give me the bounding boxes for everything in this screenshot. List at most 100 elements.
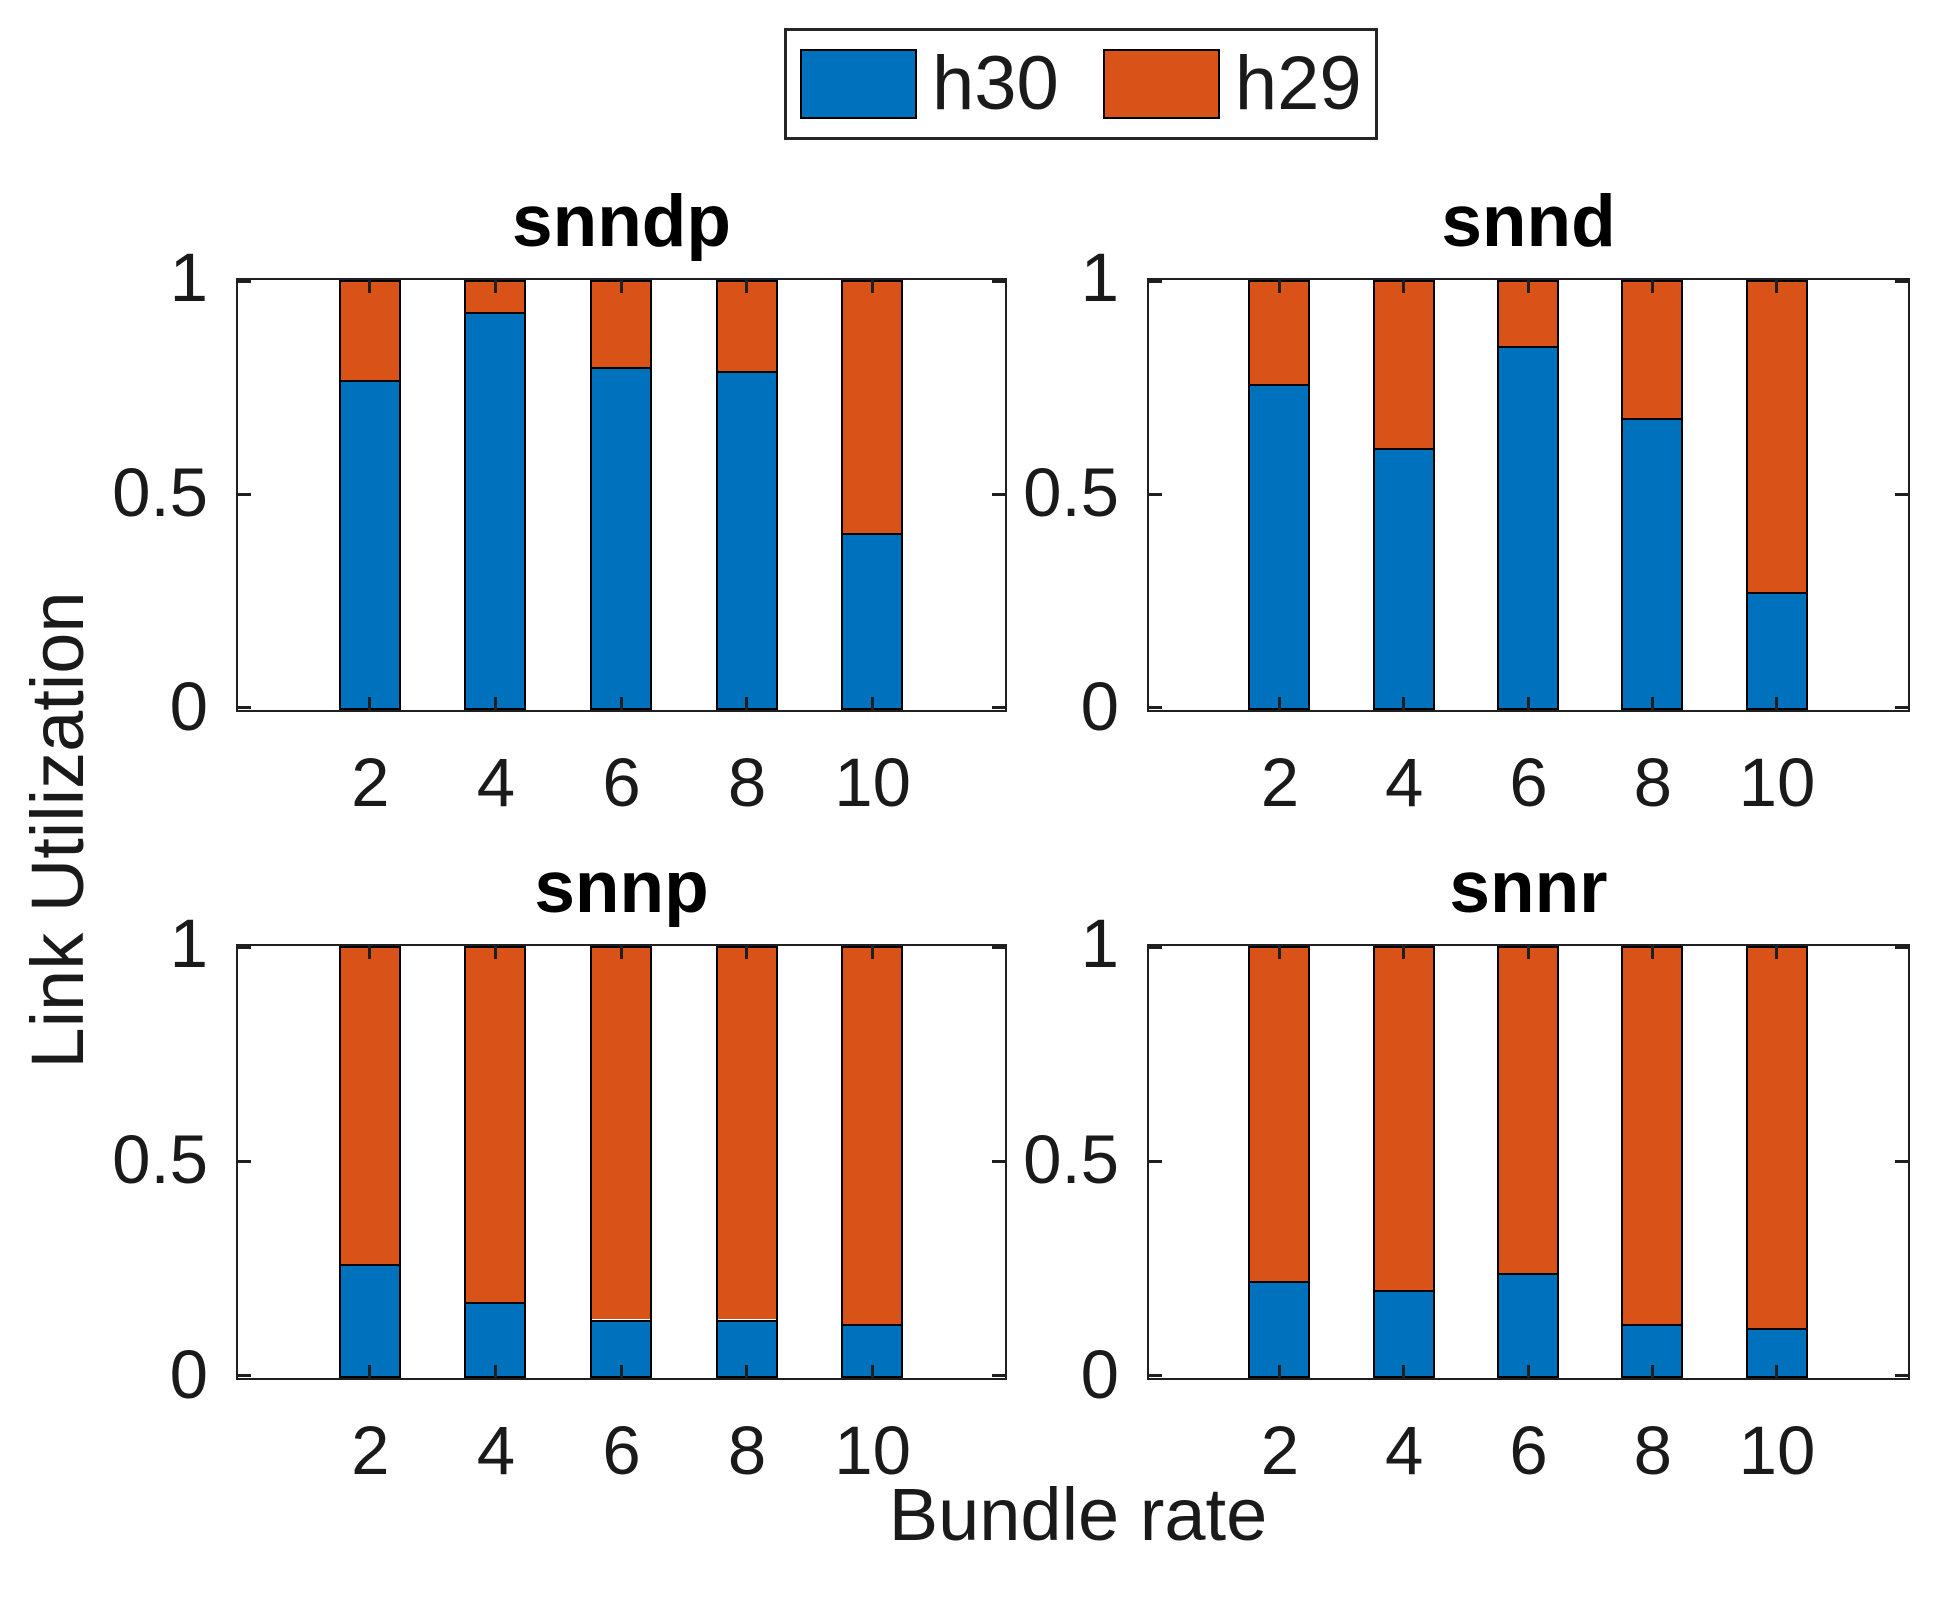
bar-segment-h29: [1747, 282, 1806, 593]
stacked-bar: [338, 946, 401, 1378]
bar-segment-h30: [1374, 448, 1433, 708]
y-tick-mark: [1895, 493, 1908, 496]
bar-segment-separator: [340, 379, 399, 382]
x-tick-label: 4: [476, 744, 516, 821]
bar-segment-separator: [1499, 345, 1557, 348]
x-tick-mark: [619, 1365, 623, 1378]
plot-area-snnp: [236, 944, 1007, 1380]
x-tick-label: 6: [1509, 744, 1548, 821]
bar-segment-h29: [843, 948, 902, 1324]
bar-segment-h29: [1374, 282, 1433, 448]
bar-segment-h29: [717, 282, 776, 372]
y-tick-label: 0: [1080, 668, 1119, 745]
x-tick-label: 10: [1738, 744, 1816, 821]
x-tick-mark: [619, 946, 623, 959]
x-tick-mark: [745, 280, 749, 293]
x-tick-label: 8: [727, 744, 767, 821]
x-tick-mark: [1526, 697, 1530, 710]
legend: h30 h29: [784, 28, 1378, 140]
bar-segment-separator: [1623, 418, 1682, 420]
x-tick-mark: [1277, 280, 1281, 293]
subplot-title-snndp: snndp: [512, 181, 731, 262]
x-tick-mark: [493, 280, 497, 293]
x-tick-label: 10: [834, 744, 912, 821]
x-tick-mark: [493, 1365, 497, 1378]
x-tick-mark: [368, 280, 372, 293]
y-tick-mark: [1149, 280, 1162, 283]
bar-segment-h30: [466, 312, 525, 708]
x-tick-mark: [1402, 697, 1406, 710]
y-tick-mark: [238, 946, 251, 949]
x-tick-label: 4: [1385, 1412, 1424, 1489]
x-tick-label: 4: [476, 1412, 516, 1489]
y-tick-mark: [1895, 280, 1908, 283]
bar-segment-separator: [340, 1263, 399, 1266]
bar-segment-h30: [1499, 1273, 1557, 1376]
y-tick-label: 1: [169, 905, 208, 982]
stacked-bar: [841, 280, 904, 710]
stacked-bar: [338, 280, 401, 710]
bar-segment-h30: [1623, 419, 1682, 708]
x-tick-mark: [1277, 946, 1281, 959]
legend-item-h30: h30: [800, 46, 1059, 122]
bar-segment-separator: [1499, 1272, 1557, 1275]
y-tick-label: 1: [169, 239, 208, 316]
y-tick-mark: [1149, 493, 1162, 496]
bar-segment-separator: [1747, 592, 1806, 595]
x-tick-mark: [493, 946, 497, 959]
x-tick-label: 2: [1260, 744, 1300, 821]
subplot-snnr: snnr 0 0.5 1 2 4 6 8 10: [1023, 851, 1910, 1485]
y-tick-mark: [238, 1374, 251, 1377]
bar-segment-separator: [466, 311, 525, 314]
x-tick-mark: [870, 1365, 874, 1378]
bar-segment-h29: [1499, 948, 1557, 1273]
y-tick-label: 0: [1080, 1336, 1119, 1413]
x-tick-mark: [368, 697, 372, 710]
x-tick-mark: [1402, 1365, 1406, 1378]
y-tick-mark: [992, 1160, 1005, 1163]
bar-segment-h30: [1747, 593, 1806, 708]
bar-segment-separator: [843, 532, 902, 535]
bar-segment-separator: [1623, 1323, 1682, 1326]
subplot-title-snnp: snnp: [534, 847, 709, 928]
x-tick-mark: [1775, 280, 1779, 293]
bar-segment-h30: [466, 1303, 525, 1376]
bar-segment-separator: [1250, 384, 1309, 386]
subplot-snnd: snnd 0 0.5 1 2 4 6 8 10: [1023, 185, 1910, 817]
x-tick-mark: [1526, 946, 1530, 959]
bar-segment-h30: [592, 368, 650, 708]
bar-segment-h29: [592, 282, 650, 367]
y-tick-mark: [992, 493, 1005, 496]
bar-segment-h30: [717, 372, 776, 708]
x-tick-mark: [1277, 697, 1281, 710]
bar-segment-h29: [717, 948, 776, 1320]
subplot-snnp: snnp 0 0.5 1 2 4 6 8 10: [112, 851, 1007, 1485]
bar-segment-h29: [466, 948, 525, 1303]
y-tick-mark: [238, 493, 251, 496]
stacked-bar: [1497, 280, 1559, 710]
legend-label-h29: h29: [1234, 41, 1362, 126]
bar-segment-h30: [340, 1264, 399, 1376]
x-tick-mark: [745, 1365, 749, 1378]
y-tick-label: 0.5: [1023, 453, 1119, 531]
y-tick-mark: [1149, 1374, 1162, 1377]
x-tick-label: 2: [351, 1412, 390, 1489]
bar-segment-h29: [843, 282, 902, 533]
bar-segment-separator: [1747, 1328, 1806, 1331]
subplot-snndp: snndp 0 0.5 1 2 4 6 8 10: [112, 185, 1007, 817]
x-tick-label: 8: [727, 1412, 767, 1489]
legend-item-h29: h29: [1102, 41, 1362, 126]
x-tick-mark: [1402, 280, 1406, 293]
y-tick-label: 1: [1080, 905, 1119, 982]
x-tick-mark: [493, 697, 497, 710]
x-tick-mark: [1775, 946, 1779, 959]
y-tick-mark: [238, 706, 251, 709]
y-tick-mark: [992, 946, 1005, 949]
x-tick-mark: [1402, 946, 1406, 959]
y-tick-label: 0: [169, 668, 208, 745]
x-tick-label: 2: [1260, 1412, 1300, 1489]
x-axis-label: Bundle rate: [888, 1473, 1268, 1556]
bar-segment-h30: [1499, 346, 1557, 708]
stacked-bar: [1248, 280, 1311, 710]
